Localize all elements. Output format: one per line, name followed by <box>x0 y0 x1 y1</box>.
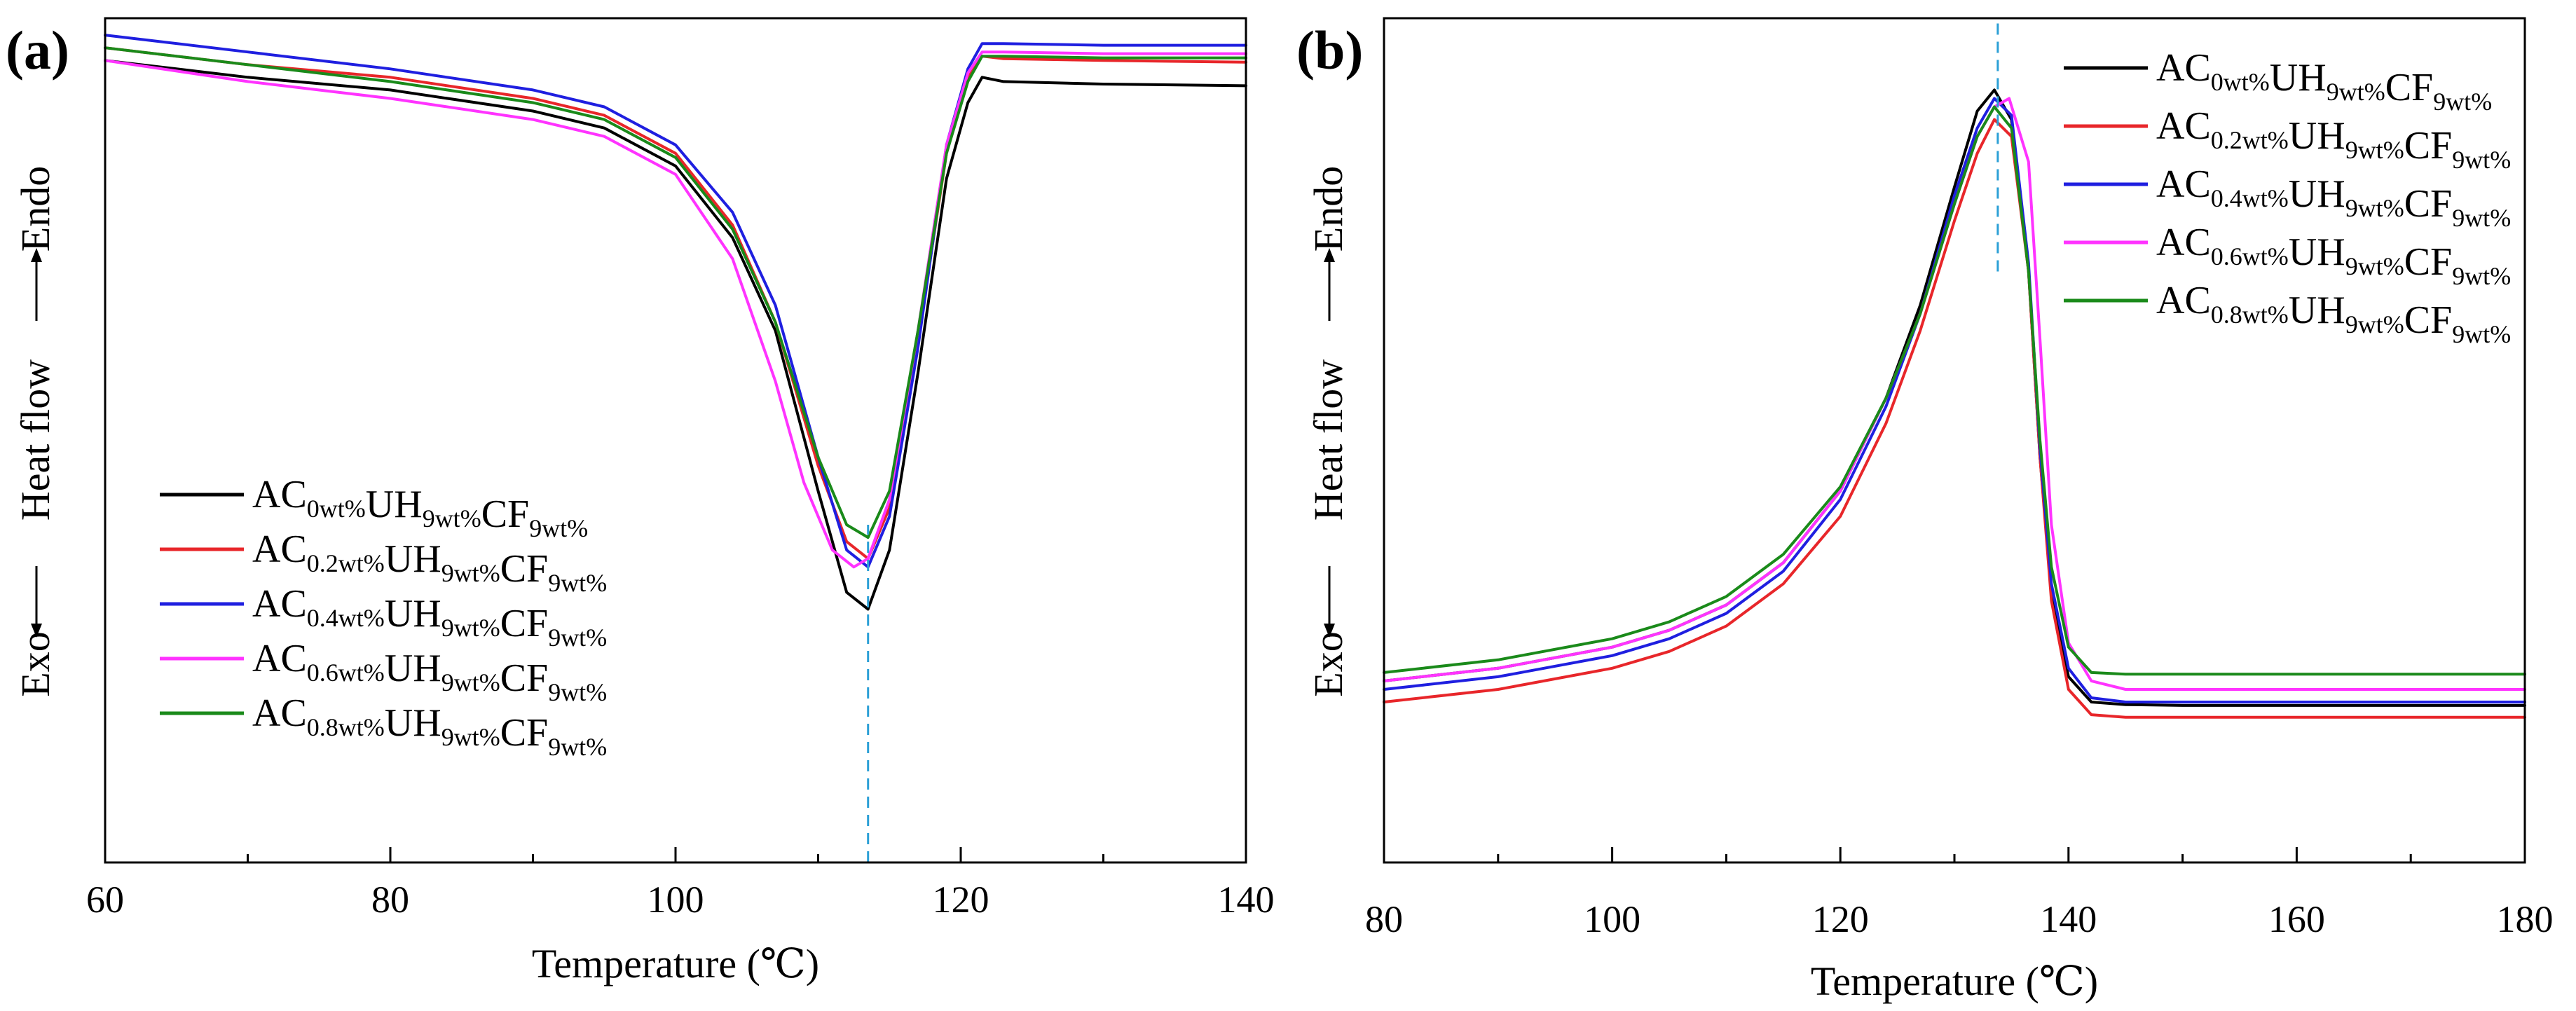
x-tick-label: 180 <box>2497 898 2554 940</box>
panel-b-ylabel-endo: Endo <box>1306 166 1351 252</box>
series-line-1 <box>1383 118 2526 719</box>
panel-a-ylabel-exo: Exo <box>13 631 58 696</box>
legend-entry-3: AC0.6wt%UH9wt%CF9wt% <box>2064 221 2511 290</box>
panel-b-ylabel-arrowhead-left <box>1324 624 1335 638</box>
series-line-2 <box>104 34 1247 569</box>
legend-entry-2: AC0.4wt%UH9wt%CF9wt% <box>2064 163 2511 232</box>
panel-b-x-ticks: 80 100 120 140 160 180 <box>1365 847 2554 940</box>
series-line-2 <box>1383 97 2526 703</box>
panel-b-ylabel-exo: Exo <box>1306 631 1351 696</box>
legend-label: AC0.4wt%UH9wt%CF9wt% <box>2156 163 2511 232</box>
legend-label: AC0.2wt%UH9wt%CF9wt% <box>252 528 607 597</box>
legend-label: AC0.8wt%UH9wt%CF9wt% <box>252 692 607 761</box>
panel-b: (b) 80 100 120 140 160 180 Temperature (℃) Ex… <box>1296 17 2554 1004</box>
legend-entry-4: AC0.8wt%UH9wt%CF9wt% <box>160 692 607 761</box>
x-tick-label: 120 <box>1812 898 1869 940</box>
legend-label: AC0.2wt%UH9wt%CF9wt% <box>2156 104 2511 174</box>
panel-label-a: (a) <box>6 20 69 81</box>
panel-label-b: (b) <box>1296 20 1363 81</box>
legend-label: AC0.8wt%UH9wt%CF9wt% <box>2156 279 2511 348</box>
x-tick-label: 100 <box>1584 898 1640 940</box>
legend-label: AC0wt%UH9wt%CF9wt% <box>252 473 588 542</box>
x-tick-label: 80 <box>1365 898 1403 940</box>
panel-a-ylabel-arrowhead-right <box>31 248 42 262</box>
legend-entry-0: AC0wt%UH9wt%CF9wt% <box>2064 46 2492 116</box>
legend-label: AC0.4wt%UH9wt%CF9wt% <box>252 582 607 652</box>
legend-entry-4: AC0.8wt%UH9wt%CF9wt% <box>2064 279 2511 348</box>
panel-a-series <box>104 34 1247 611</box>
legend-label: AC0.6wt%UH9wt%CF9wt% <box>2156 221 2511 290</box>
panel-a-x-axis-title: Temperature (℃) <box>532 941 819 986</box>
x-tick-label: 120 <box>933 879 989 921</box>
legend-entry-1: AC0.2wt%UH9wt%CF9wt% <box>2064 104 2511 174</box>
x-tick-label: 140 <box>2040 898 2097 940</box>
panel-a-ylabel-endo: Endo <box>13 166 58 252</box>
panel-b-y-axis-title: Exo Heat flow Endo <box>1306 166 1351 697</box>
x-tick-label: 160 <box>2268 898 2325 940</box>
panel-b-x-axis-title: Temperature (℃) <box>1811 958 2098 1004</box>
series-line-0 <box>1383 88 2526 707</box>
legend-entry-3: AC0.6wt%UH9wt%CF9wt% <box>160 637 607 706</box>
panel-a-legend: AC0wt%UH9wt%CF9wt%AC0.2wt%UH9wt%CF9wt%AC… <box>160 473 607 761</box>
series-line-4 <box>104 46 1247 539</box>
x-tick-label: 60 <box>86 879 124 921</box>
series-line-4 <box>1383 105 2526 676</box>
panel-b-ylabel-arrowhead-right <box>1324 248 1335 262</box>
panel-b-series <box>1383 88 2526 719</box>
panel-a-ylabel-arrowhead-left <box>31 624 42 638</box>
x-tick-label: 140 <box>1218 879 1275 921</box>
panel-a-ylabel-heat-flow: Heat flow <box>13 359 58 521</box>
panel-a: (a) 60 80 100 120 140 Temperature (℃) Exo He… <box>6 17 1275 986</box>
legend-entry-2: AC0.4wt%UH9wt%CF9wt% <box>160 582 607 652</box>
panel-a-y-axis-title: Exo Heat flow Endo <box>13 166 58 697</box>
legend-entry-1: AC0.2wt%UH9wt%CF9wt% <box>160 528 607 597</box>
panel-b-ylabel-heat-flow: Heat flow <box>1306 359 1351 521</box>
series-line-0 <box>104 59 1247 611</box>
x-tick-label: 100 <box>648 879 704 921</box>
legend-label: AC0wt%UH9wt%CF9wt% <box>2156 46 2492 116</box>
x-tick-label: 80 <box>371 879 409 921</box>
legend-entry-0: AC0wt%UH9wt%CF9wt% <box>160 473 588 542</box>
panel-a-x-ticks: 60 80 100 120 140 <box>86 847 1275 921</box>
panel-b-legend: AC0wt%UH9wt%CF9wt%AC0.2wt%UH9wt%CF9wt%AC… <box>2064 46 2511 348</box>
series-line-3 <box>104 50 1247 569</box>
legend-label: AC0.6wt%UH9wt%CF9wt% <box>252 637 607 706</box>
